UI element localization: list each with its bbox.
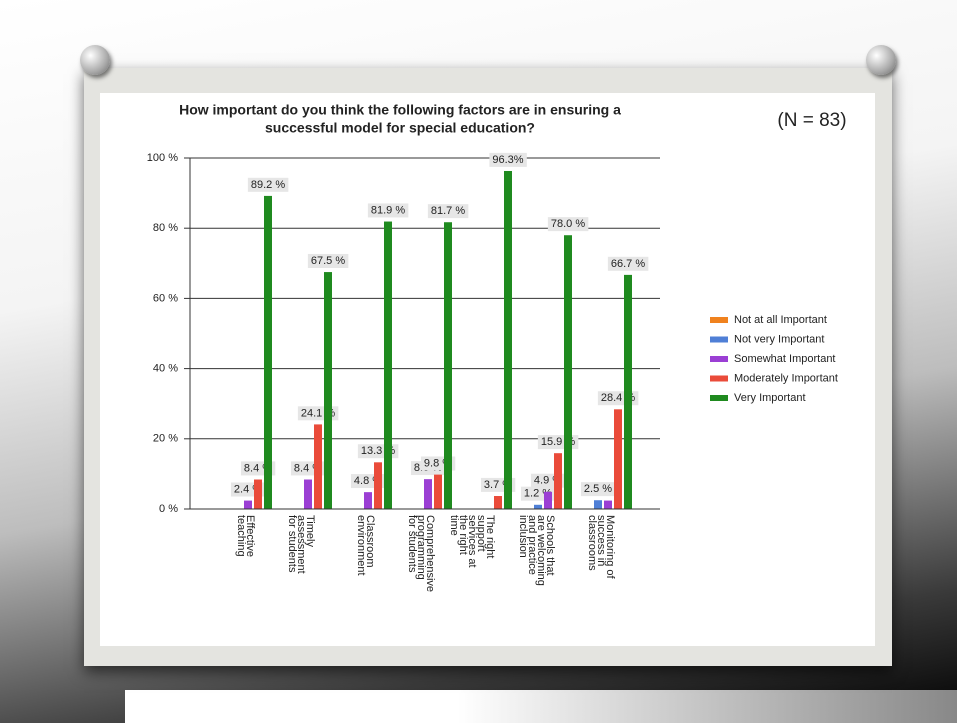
bar <box>444 222 452 509</box>
bar <box>534 504 542 509</box>
bar <box>244 500 252 509</box>
bar <box>424 479 432 509</box>
bar <box>564 235 572 509</box>
x-tick-label: The rightsupportservices atthe righttime <box>448 515 496 568</box>
y-tick-label: 0 % <box>159 503 178 515</box>
legend-label: Moderately Important <box>734 372 838 384</box>
slide-content <box>100 93 875 646</box>
legend-label: Not at all Important <box>734 314 827 326</box>
data-label: 81.9 % <box>371 204 405 216</box>
bar <box>384 221 392 509</box>
bar <box>374 462 382 509</box>
bar <box>624 274 632 509</box>
data-label-bg <box>580 482 616 497</box>
bar <box>604 500 612 509</box>
bar <box>504 170 512 509</box>
data-label: 67.5 % <box>311 255 345 267</box>
bar <box>494 496 502 509</box>
data-label-bg <box>307 253 349 268</box>
data-label-bg <box>247 177 289 192</box>
bar <box>614 409 622 509</box>
x-tick-label: Effectiveteaching <box>235 515 256 557</box>
legend-swatch <box>710 356 728 362</box>
data-label-bg <box>367 203 409 218</box>
bar <box>544 491 552 509</box>
data-label: 78.0 % <box>551 218 585 230</box>
bar <box>324 272 332 509</box>
legend-label: Somewhat Important <box>734 353 836 365</box>
x-tick-label: Monitoring ofsuccess inclassrooms <box>586 515 616 580</box>
sample-size: (N = 83) <box>777 110 846 131</box>
bar <box>434 474 442 509</box>
y-tick-label: 100 % <box>147 152 178 164</box>
legend-swatch <box>710 317 728 323</box>
y-tick-label: 80 % <box>153 222 178 234</box>
data-label: 81.7 % <box>431 205 465 217</box>
bottom-strip <box>125 690 957 723</box>
y-tick-label: 60 % <box>153 292 178 304</box>
bar <box>594 500 602 509</box>
bar <box>264 195 272 509</box>
data-label-bg <box>427 204 469 219</box>
data-label-bg <box>489 152 527 167</box>
bar <box>364 492 372 509</box>
pin <box>866 45 896 75</box>
data-label: 66.7 % <box>611 258 645 270</box>
data-label: 96.3% <box>492 154 523 166</box>
legend-label: Very Important <box>734 392 806 404</box>
legend-swatch <box>710 395 728 401</box>
x-tick-label: Classroomenvironment <box>355 515 376 576</box>
x-tick-label: Schools thatare welcomingand practiceinc… <box>517 515 556 586</box>
pin <box>80 45 110 75</box>
data-label-bg <box>607 256 649 271</box>
legend-swatch <box>710 336 728 343</box>
chart-title-line2: successful model for special education? <box>265 120 535 136</box>
data-label: 2.5 % <box>584 483 612 495</box>
data-label-bg <box>547 217 589 232</box>
y-tick-label: 40 % <box>153 363 178 375</box>
bar <box>314 424 322 509</box>
legend-label: Not very Important <box>734 333 824 345</box>
bar <box>304 479 312 509</box>
bar <box>254 479 262 509</box>
x-tick-label: Timelyassessmentfor students <box>286 515 316 574</box>
bar <box>554 453 562 509</box>
x-tick-label: Comprehensiveprogrammingfor students <box>406 515 436 592</box>
data-label: 89.2 % <box>251 179 285 191</box>
y-tick-label: 20 % <box>153 433 178 445</box>
chart-title: How important do you think the following… <box>179 102 621 118</box>
legend-swatch <box>710 375 728 382</box>
